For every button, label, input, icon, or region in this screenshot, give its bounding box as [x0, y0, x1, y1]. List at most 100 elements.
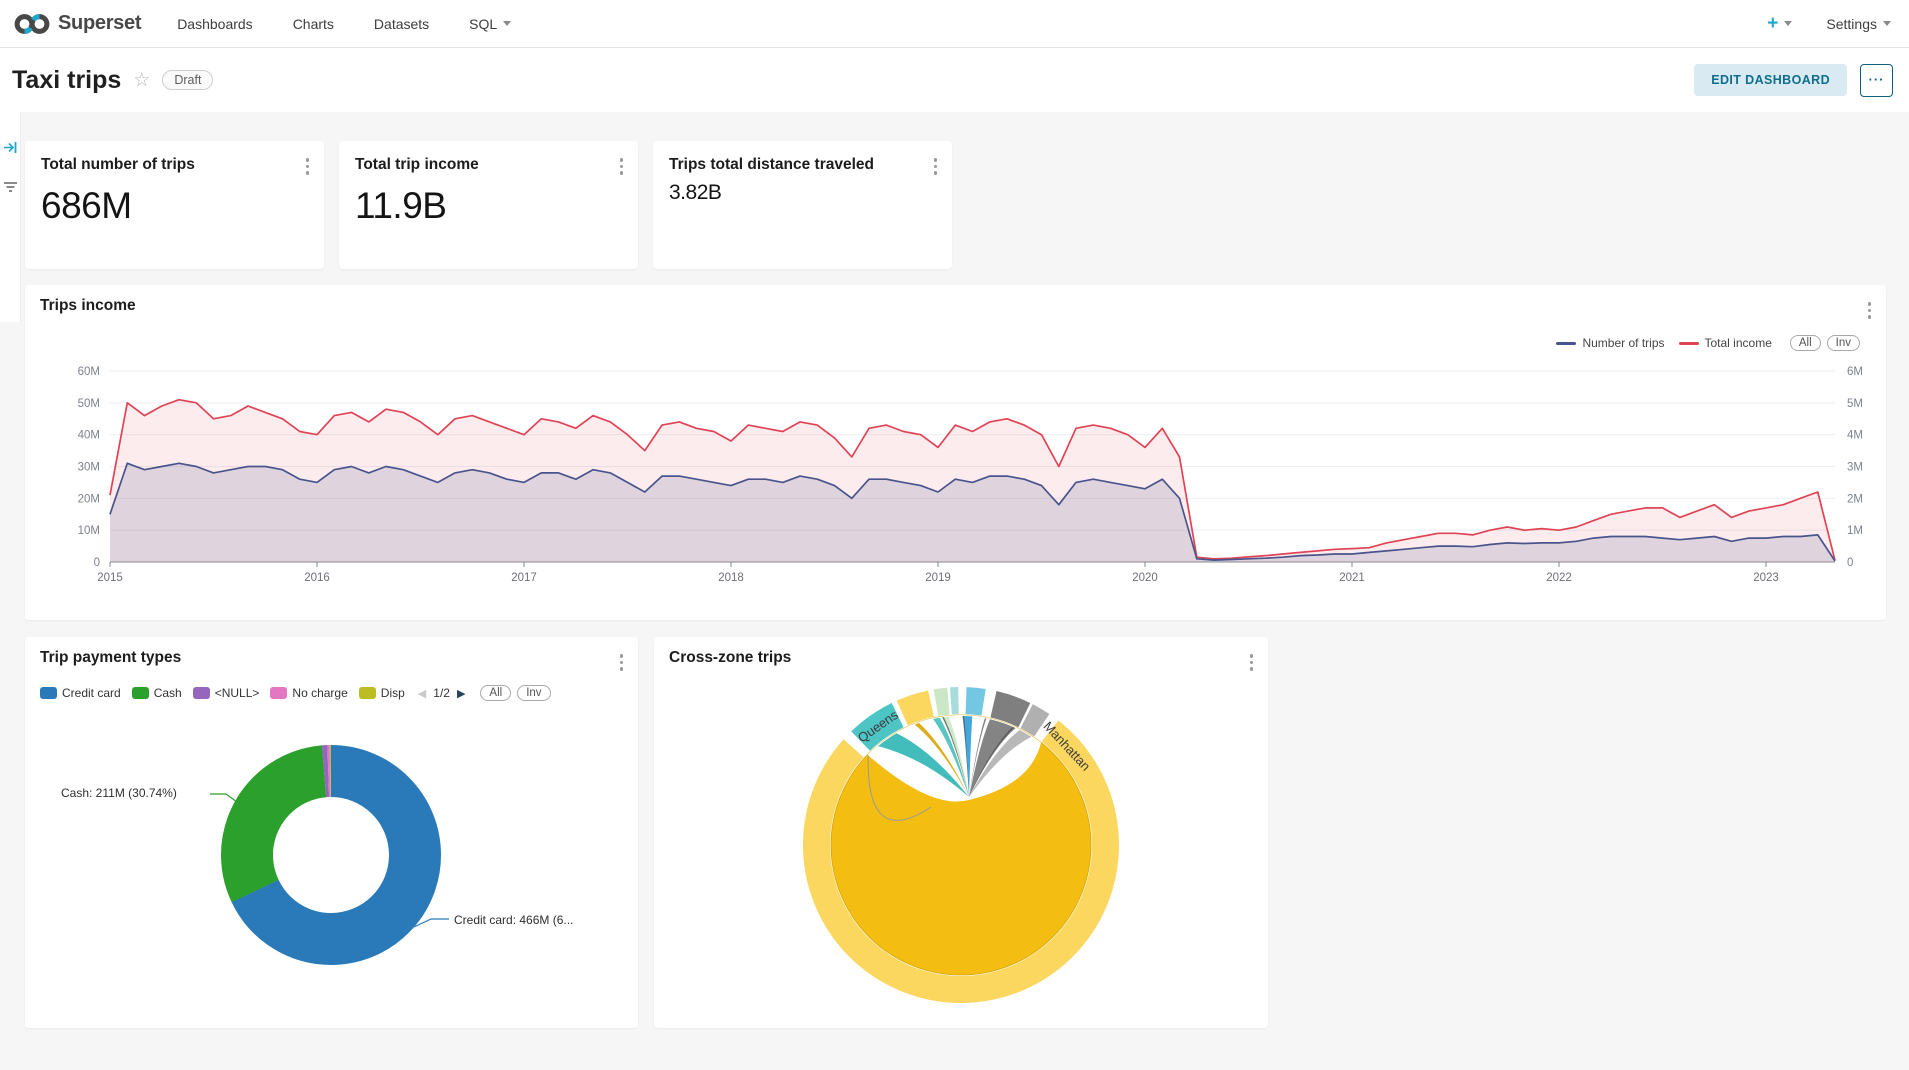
chart-menu-kebab-icon[interactable]	[1247, 651, 1257, 674]
legend-next-icon[interactable]: ▶	[456, 687, 466, 700]
legend-buttons: All Inv	[1789, 335, 1860, 351]
settings-label: Settings	[1826, 15, 1877, 32]
brand-name: Superset	[58, 12, 142, 34]
expand-filter-bar-icon[interactable]	[3, 140, 18, 155]
svg-text:2015: 2015	[97, 572, 123, 584]
nav-links: Dashboards Charts Datasets SQL	[177, 15, 512, 32]
trips-income-panel: Trips income Number of trips Total incom…	[25, 285, 1886, 620]
legend-swatch	[1678, 341, 1699, 345]
card-total-distance: Trips total distance traveled 3.82B	[653, 141, 952, 269]
legend-label: Disp	[380, 686, 405, 700]
payment-legend: Credit card Cash <NULL> No charge Disp ◀…	[40, 685, 623, 701]
legend-inv-button[interactable]: Inv	[517, 685, 551, 701]
svg-text:2021: 2021	[1339, 572, 1365, 584]
chevron-down-icon	[1883, 21, 1891, 26]
nav-datasets[interactable]: Datasets	[373, 15, 430, 32]
collapsed-filter-bar	[0, 112, 21, 322]
svg-text:2023: 2023	[1753, 572, 1779, 584]
dashboard-header: Taxi trips ☆ Draft EDIT DASHBOARD ···	[0, 48, 1909, 112]
card-menu-kebab-icon[interactable]	[617, 155, 627, 178]
legend-label: Total income	[1704, 336, 1772, 350]
trips-income-line-chart[interactable]: 0 0 10M 1M 20M 2M 30M 3M 40M 4M 50M 5M 60M 6M 2015 2016…	[25, 285, 1886, 620]
draft-badge: Draft	[162, 70, 214, 90]
trip-payment-types-panel: Trip payment types Credit card Cash <NUL…	[25, 637, 638, 1028]
svg-text:60M: 60M	[78, 366, 100, 378]
svg-text:2019: 2019	[925, 572, 951, 584]
dashboard-content: Total number of trips 686M Total trip in…	[0, 112, 1909, 1069]
svg-text:2020: 2020	[1132, 572, 1158, 584]
legend-item-total-income[interactable]: Total income	[1678, 336, 1772, 350]
svg-text:2016: 2016	[304, 572, 330, 584]
payment-types-donut-chart[interactable]	[25, 637, 638, 1028]
card-value: 11.9B	[355, 185, 447, 227]
legend-item-credit-card[interactable]: Credit card	[40, 686, 121, 700]
chevron-down-icon	[503, 21, 512, 26]
cross-zone-trips-panel: Cross-zone trips Queens Manhattan	[654, 637, 1268, 1028]
svg-text:0: 0	[1847, 557, 1853, 569]
chart-menu-kebab-icon[interactable]	[617, 651, 627, 674]
filter-funnel-icon[interactable]	[3, 181, 18, 194]
svg-text:10M: 10M	[78, 525, 100, 537]
nav-dashboards[interactable]: Dashboards	[177, 15, 253, 32]
legend-swatch	[358, 687, 376, 699]
card-value: 686M	[41, 185, 132, 227]
legend-swatch	[40, 687, 57, 699]
svg-text:40M: 40M	[78, 430, 100, 442]
svg-text:0: 0	[94, 557, 100, 569]
legend-all-button[interactable]: All	[1789, 335, 1821, 351]
card-trip-income: Total trip income 11.9B	[339, 141, 638, 269]
plus-icon: +	[1767, 12, 1779, 34]
chevron-down-icon	[1784, 21, 1793, 26]
settings-menu[interactable]: Settings	[1826, 16, 1891, 32]
cross-zone-chord-chart[interactable]: Queens Manhattan	[654, 637, 1268, 1028]
legend-inv-button[interactable]: Inv	[1826, 335, 1860, 351]
add-new-button[interactable]: +	[1767, 12, 1793, 35]
nav-sql-label: SQL	[469, 15, 498, 32]
card-title: Total trip income	[355, 156, 479, 173]
legend-item-dispute[interactable]: Disp	[358, 686, 405, 700]
legend-label: Cash	[153, 686, 182, 700]
legend-swatch	[270, 687, 288, 699]
superset-logo[interactable]: Superset	[14, 11, 141, 37]
legend-swatch	[1556, 341, 1577, 345]
header-actions: EDIT DASHBOARD ···	[1694, 63, 1893, 97]
svg-text:2018: 2018	[718, 572, 744, 584]
svg-text:50M: 50M	[78, 398, 100, 410]
legend-page-label: 1/2	[433, 686, 450, 700]
card-menu-kebab-icon[interactable]	[303, 155, 313, 178]
card-menu-kebab-icon[interactable]	[931, 155, 941, 178]
legend-all-button[interactable]: All	[480, 685, 512, 701]
legend-pager: ◀ 1/2 ▶	[418, 686, 466, 700]
svg-text:30M: 30M	[78, 462, 100, 474]
nav-sql[interactable]: SQL	[469, 15, 512, 32]
card-value: 3.82B	[669, 181, 722, 205]
card-total-trips: Total number of trips 686M	[25, 141, 324, 269]
svg-text:2017: 2017	[511, 572, 537, 584]
donut-label-cash: Cash: 211M (30.74%)	[61, 786, 177, 800]
income-chart-legend: Number of trips Total income All Inv	[1556, 335, 1860, 351]
svg-text:2M: 2M	[1847, 493, 1863, 505]
legend-label: Number of trips	[1582, 336, 1665, 350]
legend-item-no-charge[interactable]: No charge	[270, 686, 348, 700]
legend-item-cash[interactable]: Cash	[131, 686, 182, 700]
chart-title: Cross-zone trips	[669, 649, 792, 666]
superset-infinity-icon	[14, 13, 50, 34]
legend-buttons: All Inv	[480, 685, 551, 701]
chart-menu-kebab-icon[interactable]	[1865, 299, 1875, 322]
legend-label: No charge	[292, 686, 348, 700]
legend-item-null[interactable]: <NULL>	[192, 686, 259, 700]
svg-text:4M: 4M	[1847, 430, 1863, 442]
metric-cards-row: Total number of trips 686M Total trip in…	[25, 141, 952, 269]
svg-text:2022: 2022	[1546, 572, 1572, 584]
favorite-star-icon[interactable]: ☆	[133, 69, 151, 91]
nav-charts[interactable]: Charts	[292, 15, 334, 32]
legend-item-number-of-trips[interactable]: Number of trips	[1556, 336, 1665, 350]
svg-text:1M: 1M	[1847, 525, 1863, 537]
donut-label-credit-card: Credit card: 466M (6...	[454, 913, 574, 927]
dashboard-more-button[interactable]: ···	[1860, 63, 1893, 97]
svg-text:6M: 6M	[1847, 366, 1863, 378]
top-navbar: Superset Dashboards Charts Datasets SQL …	[0, 0, 1909, 48]
legend-prev-icon[interactable]: ◀	[417, 687, 427, 700]
edit-dashboard-button[interactable]: EDIT DASHBOARD	[1694, 64, 1847, 96]
svg-text:3M: 3M	[1847, 462, 1863, 474]
